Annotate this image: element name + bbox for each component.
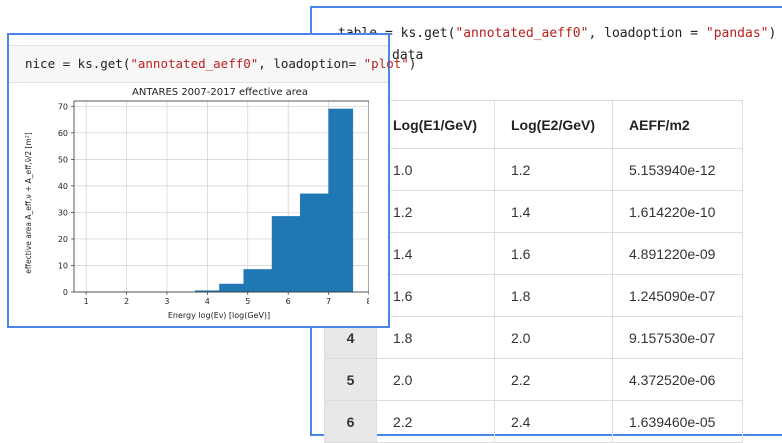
x-tick-label: 5	[245, 297, 250, 306]
cell-e2: 2.0	[494, 316, 613, 359]
x-tick-label: 4	[205, 297, 210, 306]
cell-aeff: 5.153940e-12	[612, 148, 743, 191]
plot-code-line: nice = ks.get("annotated_aeff0", loadopt…	[25, 56, 416, 71]
plot-area-frame	[73, 100, 369, 293]
chart-bars	[194, 108, 354, 293]
x-axis-label: Energy log(Eν) [log(GeV)]	[168, 311, 270, 320]
x-tick-label: 8	[366, 297, 369, 306]
cell-e1: 1.8	[376, 316, 495, 359]
cell-e1: 2.2	[376, 400, 495, 443]
cell-e2: 1.4	[494, 190, 613, 233]
code-string: "plot"	[363, 56, 409, 71]
y-tick-label: 70	[58, 102, 68, 111]
cell-aeff: 1.614220e-10	[612, 190, 743, 233]
cell-e2: 1.6	[494, 232, 613, 275]
y-tick-label: 60	[58, 129, 68, 138]
y-tick-label: 10	[58, 261, 68, 270]
x-tick-label: 3	[164, 297, 169, 306]
plot-output-panel: nice = ks.get("annotated_aeff0", loadopt…	[7, 33, 416, 328]
code-string: "annotated_aeff0"	[455, 26, 589, 41]
row-index: 5	[324, 358, 377, 401]
x-tick-label: 7	[326, 297, 331, 306]
histogram-bar	[300, 193, 329, 293]
code-text: , loadoption =	[588, 26, 706, 41]
code-text: nice = ks.get(	[25, 56, 131, 71]
y-tick-label: 50	[58, 155, 68, 164]
x-tick-label: 2	[124, 297, 129, 306]
cell-aeff: 1.639460e-05	[612, 400, 743, 443]
cell-e1: 1.0	[376, 148, 495, 191]
effective-area-chart: 1 2 3 4 5 6 7 8 0 10 20 30 40 50 60 70 ANTARES 2007-201…	[24, 87, 369, 320]
cell-e1: 1.2	[376, 190, 495, 233]
code-string: "pandas"	[705, 26, 769, 41]
code-string: "annotated_aeff0"	[130, 56, 259, 71]
table-row: 1 1.2 1.4 1.614220e-10	[324, 190, 743, 233]
histogram-bar	[328, 108, 354, 293]
y-tick-label: 0	[63, 288, 68, 297]
cell-e2: 1.2	[494, 148, 613, 191]
table-row: 5 2.0 2.2 4.372520e-06	[324, 358, 743, 401]
column-header-e1: Log(E1/GeV)	[376, 100, 495, 149]
plot-code-cell[interactable]: nice = ks.get("annotated_aeff0", loadopt…	[9, 45, 416, 83]
cell-e2: 1.8	[494, 274, 613, 317]
histogram-bar	[219, 283, 244, 293]
cell-e1: 2.0	[376, 358, 495, 401]
histogram-bar	[271, 216, 301, 293]
x-tick-label: 6	[286, 297, 291, 306]
code-text: )	[768, 26, 777, 41]
code-text: , loadoption=	[258, 56, 364, 71]
histogram-bar	[243, 269, 273, 293]
cell-aeff: 4.891220e-09	[612, 232, 743, 275]
row-index: 6	[324, 400, 377, 443]
cell-aeff: 9.157530e-07	[612, 316, 743, 359]
y-tick-label: 20	[58, 235, 68, 244]
chart-ticks: 1 2 3 4 5 6 7 8 0 10 20 30 40 50 60 70	[58, 102, 369, 306]
table-row: 6 2.2 2.4 1.639460e-05	[324, 400, 743, 443]
cell-e2: 2.2	[494, 358, 613, 401]
column-header-aeff: AEFF/m2	[612, 100, 743, 149]
column-header-e2: Log(E2/GeV)	[494, 100, 613, 149]
chart-title: ANTARES 2007-2017 effective area	[132, 87, 308, 98]
x-tick-label: 1	[84, 297, 89, 306]
y-tick-label: 40	[58, 182, 68, 191]
code-text: )	[408, 56, 417, 71]
cell-e1: 1.4	[376, 232, 495, 275]
y-axis-label: effective area A_eff,ν + A_eff,ν̄/2 [m²]	[24, 132, 33, 274]
table-code-line-2[interactable]: data	[392, 48, 424, 63]
table-code-line[interactable]: table = ks.get("annotated_aeff0", loadop…	[338, 26, 776, 41]
cell-aeff: 1.245090e-07	[612, 274, 743, 317]
cell-e1: 1.6	[376, 274, 495, 317]
cell-e2: 2.4	[494, 400, 613, 443]
cell-aeff: 4.372520e-06	[612, 358, 743, 401]
y-tick-label: 30	[58, 208, 68, 217]
